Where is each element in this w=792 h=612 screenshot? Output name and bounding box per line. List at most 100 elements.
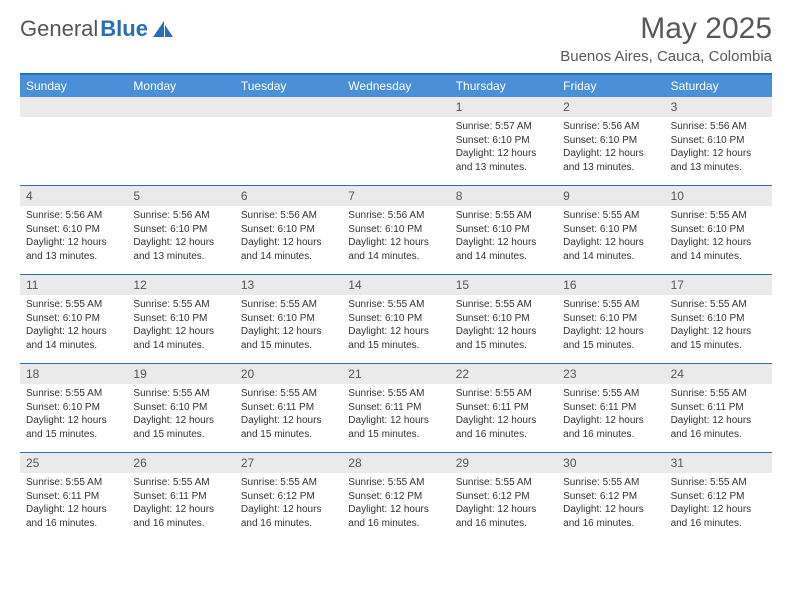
sunset-text: Sunset: 6:11 PM [26, 490, 121, 504]
daylight-text: Daylight: 12 hours and 14 minutes. [241, 236, 336, 263]
day-number: 22 [450, 364, 557, 384]
day-number: 5 [127, 186, 234, 206]
sunrise-text: Sunrise: 5:57 AM [456, 120, 551, 134]
daylight-text: Daylight: 12 hours and 13 minutes. [456, 147, 551, 174]
day-cell: 28Sunrise: 5:55 AMSunset: 6:12 PMDayligh… [342, 453, 449, 541]
sunrise-text: Sunrise: 5:55 AM [671, 476, 766, 490]
day-cell: 25Sunrise: 5:55 AMSunset: 6:11 PMDayligh… [20, 453, 127, 541]
month-title: May 2025 [560, 12, 772, 46]
daylight-text: Daylight: 12 hours and 16 minutes. [671, 503, 766, 530]
sunset-text: Sunset: 6:12 PM [456, 490, 551, 504]
day-number: 11 [20, 275, 127, 295]
day-cell: 11Sunrise: 5:55 AMSunset: 6:10 PMDayligh… [20, 275, 127, 363]
daylight-text: Daylight: 12 hours and 14 minutes. [348, 236, 443, 263]
day-body: Sunrise: 5:55 AMSunset: 6:10 PMDaylight:… [450, 295, 557, 355]
day-number: 15 [450, 275, 557, 295]
sunrise-text: Sunrise: 5:55 AM [348, 387, 443, 401]
day-number: 9 [557, 186, 664, 206]
day-number: 8 [450, 186, 557, 206]
day-cell: 2Sunrise: 5:56 AMSunset: 6:10 PMDaylight… [557, 97, 664, 185]
day-body: Sunrise: 5:55 AMSunset: 6:11 PMDaylight:… [235, 384, 342, 444]
sunrise-text: Sunrise: 5:55 AM [563, 209, 658, 223]
day-body: Sunrise: 5:55 AMSunset: 6:11 PMDaylight:… [557, 384, 664, 444]
sunset-text: Sunset: 6:10 PM [348, 223, 443, 237]
day-number: 18 [20, 364, 127, 384]
sunset-text: Sunset: 6:10 PM [671, 223, 766, 237]
day-cell: 18Sunrise: 5:55 AMSunset: 6:10 PMDayligh… [20, 364, 127, 452]
day-cell [127, 97, 234, 185]
sunrise-text: Sunrise: 5:55 AM [241, 387, 336, 401]
day-body: Sunrise: 5:56 AMSunset: 6:10 PMDaylight:… [20, 206, 127, 266]
weekday-header: Saturday [665, 75, 772, 97]
daylight-text: Daylight: 12 hours and 15 minutes. [671, 325, 766, 352]
sunrise-text: Sunrise: 5:56 AM [348, 209, 443, 223]
sunrise-text: Sunrise: 5:55 AM [133, 387, 228, 401]
logo-text-2: Blue [100, 16, 148, 42]
day-body: Sunrise: 5:55 AMSunset: 6:10 PMDaylight:… [665, 295, 772, 355]
sunrise-text: Sunrise: 5:55 AM [671, 298, 766, 312]
week-row: 18Sunrise: 5:55 AMSunset: 6:10 PMDayligh… [20, 363, 772, 452]
day-cell: 8Sunrise: 5:55 AMSunset: 6:10 PMDaylight… [450, 186, 557, 274]
weekday-header: Wednesday [342, 75, 449, 97]
day-body: Sunrise: 5:55 AMSunset: 6:10 PMDaylight:… [665, 206, 772, 266]
day-number [20, 97, 127, 117]
sunrise-text: Sunrise: 5:55 AM [241, 476, 336, 490]
sunset-text: Sunset: 6:10 PM [348, 312, 443, 326]
daylight-text: Daylight: 12 hours and 15 minutes. [563, 325, 658, 352]
day-number: 31 [665, 453, 772, 473]
day-number: 21 [342, 364, 449, 384]
sunset-text: Sunset: 6:11 PM [563, 401, 658, 415]
weekday-header: Sunday [20, 75, 127, 97]
logo-sail-icon [152, 20, 174, 38]
day-body: Sunrise: 5:56 AMSunset: 6:10 PMDaylight:… [127, 206, 234, 266]
sunrise-text: Sunrise: 5:55 AM [563, 476, 658, 490]
day-body: Sunrise: 5:56 AMSunset: 6:10 PMDaylight:… [557, 117, 664, 177]
day-cell: 17Sunrise: 5:55 AMSunset: 6:10 PMDayligh… [665, 275, 772, 363]
day-cell: 14Sunrise: 5:55 AMSunset: 6:10 PMDayligh… [342, 275, 449, 363]
day-body: Sunrise: 5:55 AMSunset: 6:10 PMDaylight:… [450, 206, 557, 266]
daylight-text: Daylight: 12 hours and 14 minutes. [671, 236, 766, 263]
day-body: Sunrise: 5:55 AMSunset: 6:11 PMDaylight:… [665, 384, 772, 444]
sunset-text: Sunset: 6:10 PM [456, 223, 551, 237]
day-body: Sunrise: 5:55 AMSunset: 6:11 PMDaylight:… [342, 384, 449, 444]
sunset-text: Sunset: 6:10 PM [671, 312, 766, 326]
sunset-text: Sunset: 6:10 PM [563, 134, 658, 148]
day-number: 28 [342, 453, 449, 473]
sunrise-text: Sunrise: 5:56 AM [133, 209, 228, 223]
daylight-text: Daylight: 12 hours and 16 minutes. [241, 503, 336, 530]
sunset-text: Sunset: 6:10 PM [671, 134, 766, 148]
day-cell [342, 97, 449, 185]
sunset-text: Sunset: 6:10 PM [26, 312, 121, 326]
day-cell: 3Sunrise: 5:56 AMSunset: 6:10 PMDaylight… [665, 97, 772, 185]
day-number: 26 [127, 453, 234, 473]
sunset-text: Sunset: 6:10 PM [133, 223, 228, 237]
sunrise-text: Sunrise: 5:55 AM [563, 298, 658, 312]
day-number: 4 [20, 186, 127, 206]
day-number [235, 97, 342, 117]
daylight-text: Daylight: 12 hours and 15 minutes. [348, 325, 443, 352]
day-number: 1 [450, 97, 557, 117]
daylight-text: Daylight: 12 hours and 16 minutes. [563, 414, 658, 441]
day-number: 27 [235, 453, 342, 473]
day-number: 3 [665, 97, 772, 117]
sunset-text: Sunset: 6:12 PM [241, 490, 336, 504]
location: Buenos Aires, Cauca, Colombia [560, 48, 772, 65]
sunrise-text: Sunrise: 5:55 AM [26, 476, 121, 490]
sunset-text: Sunset: 6:10 PM [563, 312, 658, 326]
sunset-text: Sunset: 6:12 PM [563, 490, 658, 504]
daylight-text: Daylight: 12 hours and 13 minutes. [671, 147, 766, 174]
daylight-text: Daylight: 12 hours and 14 minutes. [26, 325, 121, 352]
week-row: 11Sunrise: 5:55 AMSunset: 6:10 PMDayligh… [20, 274, 772, 363]
daylight-text: Daylight: 12 hours and 15 minutes. [26, 414, 121, 441]
sunrise-text: Sunrise: 5:55 AM [563, 387, 658, 401]
day-body: Sunrise: 5:55 AMSunset: 6:10 PMDaylight:… [127, 295, 234, 355]
day-cell [235, 97, 342, 185]
sunrise-text: Sunrise: 5:55 AM [26, 387, 121, 401]
day-number: 12 [127, 275, 234, 295]
daylight-text: Daylight: 12 hours and 13 minutes. [563, 147, 658, 174]
day-body: Sunrise: 5:55 AMSunset: 6:10 PMDaylight:… [342, 295, 449, 355]
daylight-text: Daylight: 12 hours and 14 minutes. [563, 236, 658, 263]
weekday-header: Tuesday [235, 75, 342, 97]
day-cell: 6Sunrise: 5:56 AMSunset: 6:10 PMDaylight… [235, 186, 342, 274]
day-number: 25 [20, 453, 127, 473]
